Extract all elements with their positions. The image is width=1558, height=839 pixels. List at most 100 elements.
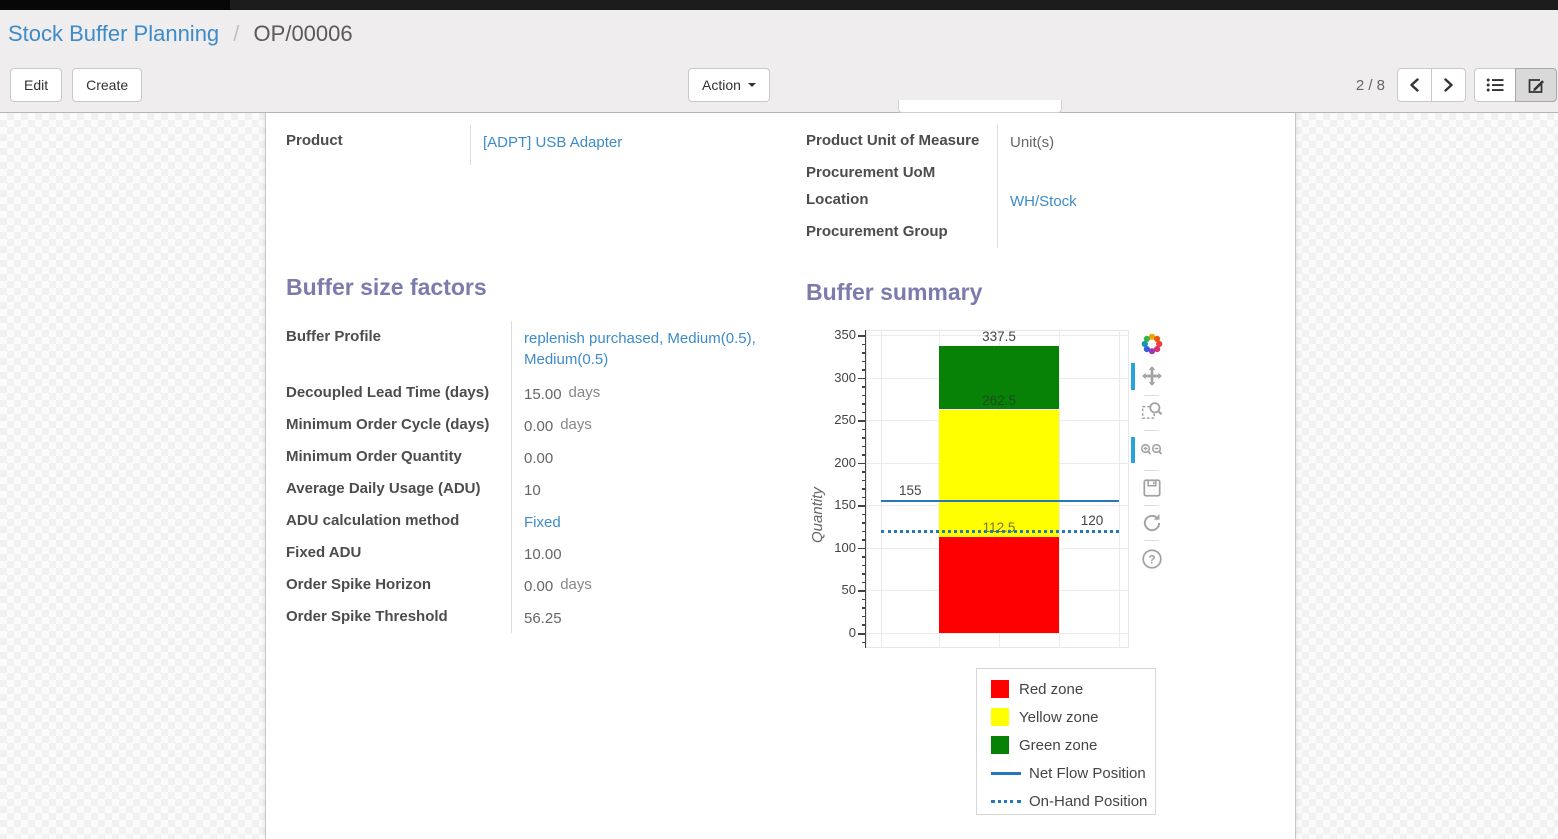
list-icon bbox=[1486, 78, 1504, 92]
chart-line-value-label: 155 bbox=[899, 483, 922, 499]
top-navbar bbox=[0, 0, 1558, 10]
net-flow-line-swatch bbox=[991, 771, 1021, 775]
chart-legend: Red zone Yellow zone Green zone Net Flow… bbox=[976, 668, 1156, 815]
pager-previous-button[interactable] bbox=[1397, 68, 1432, 102]
field-row-spike-threshold: Order Spike Threshold 56.25 bbox=[286, 601, 758, 633]
chart-y-tick bbox=[858, 335, 866, 337]
chart-y-tick-label: 0 bbox=[848, 625, 856, 640]
product-link[interactable]: [ADPT] USB Adapter bbox=[483, 134, 623, 151]
chevron-right-icon bbox=[1444, 78, 1453, 92]
legend-item-net-flow[interactable]: Net Flow Position bbox=[991, 759, 1155, 787]
buffer-profile-link[interactable]: replenish purchased, Medium(0.5), Medium… bbox=[524, 330, 756, 368]
field-row-adu-method: ADU calculation method Fixed bbox=[286, 505, 758, 537]
caret-down-icon bbox=[747, 83, 756, 87]
create-button[interactable]: Create bbox=[72, 68, 143, 102]
field-row-procurement-uom: Procurement UoM bbox=[806, 157, 1284, 184]
field-row-fixed-adu: Fixed ADU 10.00 bbox=[286, 537, 758, 569]
modebar-separator bbox=[1144, 540, 1159, 541]
chart-y-tick bbox=[858, 462, 866, 465]
chart-y-tick bbox=[858, 420, 866, 422]
buffer-size-factors-title: Buffer size factors bbox=[286, 274, 487, 300]
help-icon: ? bbox=[1142, 549, 1162, 569]
chart-y-tick-label: 250 bbox=[834, 412, 856, 428]
modebar-separator bbox=[1144, 470, 1159, 471]
save-chart-button[interactable] bbox=[1140, 476, 1164, 500]
view-switcher bbox=[1474, 68, 1557, 102]
legend-item-red-zone[interactable]: Red zone bbox=[991, 675, 1155, 703]
chart-y-axis-title: Quantity bbox=[809, 487, 826, 543]
field-row-product: Product [ADPT] USB Adapter bbox=[286, 125, 761, 165]
legend-item-yellow-zone[interactable]: Yellow zone bbox=[991, 703, 1155, 731]
chart-vgridline bbox=[1059, 330, 1060, 648]
field-row-uom: Product Unit of Measure Unit(s) bbox=[806, 125, 1284, 157]
chart-y-tick bbox=[861, 513, 866, 516]
help-button[interactable]: ? bbox=[1140, 547, 1164, 571]
list-view-button[interactable] bbox=[1474, 68, 1516, 102]
min-order-cycle-label: Minimum Order Cycle (days) bbox=[286, 409, 512, 441]
pager-next-button[interactable] bbox=[1431, 68, 1466, 102]
box-zoom-button[interactable] bbox=[1140, 399, 1164, 423]
buffer-factors-group: Buffer Profile replenish purchased, Medi… bbox=[286, 321, 758, 633]
chart-y-tick bbox=[861, 598, 866, 601]
spike-horizon-value: 0.00 bbox=[524, 578, 554, 595]
chart-y-tick bbox=[861, 445, 866, 448]
chart-y-tick bbox=[861, 428, 866, 431]
chart-hgridline bbox=[866, 335, 1129, 336]
chart-line-value-label: 120 bbox=[1080, 512, 1104, 528]
zoom-in-out-icon bbox=[1140, 443, 1163, 455]
chart-y-tick-label: 150 bbox=[834, 497, 856, 513]
refresh-icon bbox=[1143, 513, 1161, 532]
adu-method-link[interactable]: Fixed bbox=[524, 514, 561, 531]
buffer-profile-label: Buffer Profile bbox=[286, 321, 512, 377]
breadcrumb-parent-link[interactable]: Stock Buffer Planning bbox=[8, 21, 220, 46]
pan-arrows-icon bbox=[1142, 366, 1162, 386]
chart-y-tick bbox=[861, 488, 866, 490]
chart-plot-border bbox=[866, 330, 1129, 648]
product-label: Product bbox=[286, 125, 471, 165]
chart-zone-value-label: 262.5 bbox=[982, 392, 1016, 408]
chart-y-tick bbox=[861, 411, 866, 414]
plotly-logo-button[interactable] bbox=[1140, 332, 1164, 356]
pager-counter: 2 / 8 bbox=[1355, 76, 1385, 94]
action-dropdown-button[interactable]: Action bbox=[688, 68, 770, 102]
product-group: Product [ADPT] USB Adapter bbox=[286, 125, 761, 165]
zoom-in-out-button[interactable] bbox=[1140, 439, 1164, 463]
edit-button[interactable]: Edit bbox=[10, 68, 63, 102]
chart-y-tick bbox=[861, 437, 866, 439]
chart-y-tick-label: 100 bbox=[834, 539, 856, 555]
on-hand-line-swatch bbox=[991, 799, 1021, 803]
chart-zone-value-label: 112.5 bbox=[982, 520, 1016, 536]
modebar-separator bbox=[1144, 505, 1159, 506]
dlt-value: 15.00 bbox=[524, 386, 562, 403]
chart-y-tick bbox=[858, 505, 866, 507]
chart-zone-yellow bbox=[939, 409, 1059, 538]
chart-y-tick bbox=[861, 479, 866, 482]
chart-vgridline bbox=[1119, 330, 1120, 648]
chart-y-tick bbox=[861, 530, 866, 533]
location-link[interactable]: WH/Stock bbox=[1010, 193, 1077, 210]
form-view-button[interactable] bbox=[1515, 68, 1557, 102]
chart-zone-green bbox=[939, 345, 1059, 410]
chart-y-tick bbox=[861, 403, 866, 405]
min-order-qty-label: Minimum Order Quantity bbox=[286, 441, 512, 473]
chart-y-tick bbox=[858, 377, 866, 380]
adu-method-label: ADU calculation method bbox=[286, 505, 512, 537]
buffer-summary-chart: 112.5 262.5 337.5 155 120 0 50 100 150 200 250 300 3… bbox=[266, 113, 1295, 839]
legend-label: On-Hand Position bbox=[1029, 792, 1148, 810]
chart-y-tick-label: 350 bbox=[834, 327, 856, 342]
location-label: Location bbox=[806, 184, 998, 216]
chart-y-tick bbox=[861, 581, 866, 584]
pan-tool-button[interactable] bbox=[1140, 364, 1164, 388]
legend-item-on-hand[interactable]: On-Hand Position bbox=[991, 787, 1155, 815]
legend-label: Red zone bbox=[1019, 680, 1084, 698]
legend-label: Green zone bbox=[1019, 736, 1098, 754]
procurement-uom-label: Procurement UoM bbox=[806, 157, 998, 184]
reset-axes-button[interactable] bbox=[1140, 511, 1164, 535]
field-row-procurement-group: Procurement Group bbox=[806, 216, 1284, 248]
legend-item-green-zone[interactable]: Green zone bbox=[991, 731, 1155, 759]
breadcrumb: Stock Buffer Planning / OP/00006 bbox=[8, 21, 353, 47]
field-row-adu: Average Daily Usage (ADU) 10 bbox=[286, 473, 758, 505]
chart-y-tick bbox=[861, 624, 866, 626]
chart-y-tick bbox=[858, 633, 866, 635]
chart-y-tick-label: 300 bbox=[834, 369, 856, 385]
